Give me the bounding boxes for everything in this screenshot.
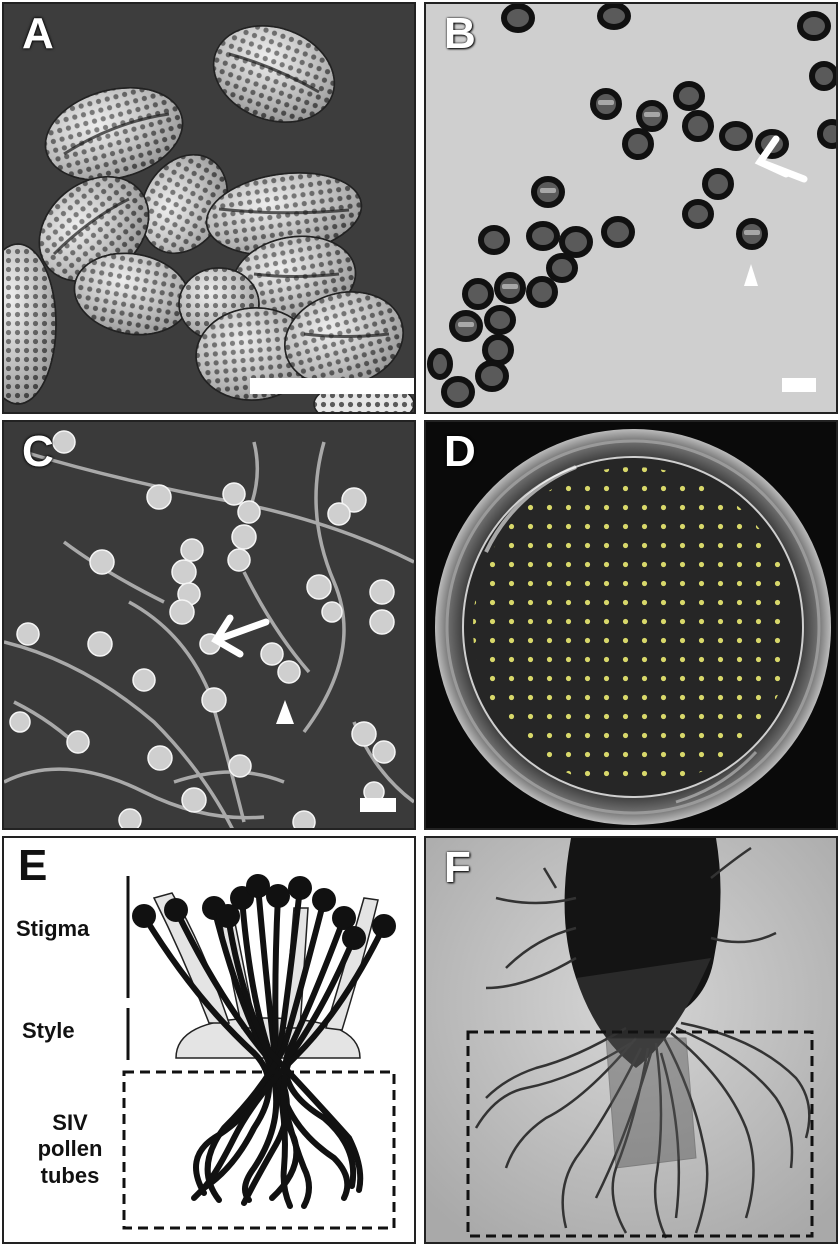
arrow-icon xyxy=(211,614,270,658)
arrowhead-icon xyxy=(276,700,294,724)
panel-b: B xyxy=(424,2,838,414)
scale-bar xyxy=(250,378,414,394)
siv-schematic xyxy=(4,838,414,1242)
scale-bar xyxy=(782,378,816,392)
sem-pollen-image xyxy=(4,4,414,412)
style-label: Style xyxy=(22,1018,75,1043)
arrowhead-icon xyxy=(744,264,758,286)
stigma-label: Stigma xyxy=(16,916,90,941)
siv-label-line3: tubes xyxy=(40,1162,100,1188)
siv-region-box xyxy=(122,1070,396,1230)
petri-dish-image xyxy=(426,422,836,828)
brightfield-pollen-image xyxy=(426,4,836,412)
panel-a: A xyxy=(2,2,416,414)
panel-e: E Stigma Style SIV pollen tubes xyxy=(2,836,416,1244)
siv-label-line2: pollen xyxy=(37,1136,103,1162)
arrow-icon xyxy=(754,135,808,183)
panel-label-e: E xyxy=(18,841,48,890)
panel-f: F xyxy=(424,836,838,1244)
panel-label-c: C xyxy=(22,427,54,476)
panel-label-b: B xyxy=(444,9,476,58)
siv-label-line1: SIV xyxy=(52,1110,88,1135)
panel-label-d: D xyxy=(444,427,476,476)
panel-d: D xyxy=(424,420,838,830)
panel-label-a: A xyxy=(22,9,54,58)
germinated-pollen-image xyxy=(4,422,414,828)
panel-label-f: F xyxy=(444,843,471,892)
siv-label: SIV pollen tubes xyxy=(30,1110,110,1189)
siv-micrograph xyxy=(426,838,836,1242)
siv-region-box xyxy=(466,1030,814,1238)
scale-bar xyxy=(360,798,396,812)
panel-c: C xyxy=(2,420,416,830)
